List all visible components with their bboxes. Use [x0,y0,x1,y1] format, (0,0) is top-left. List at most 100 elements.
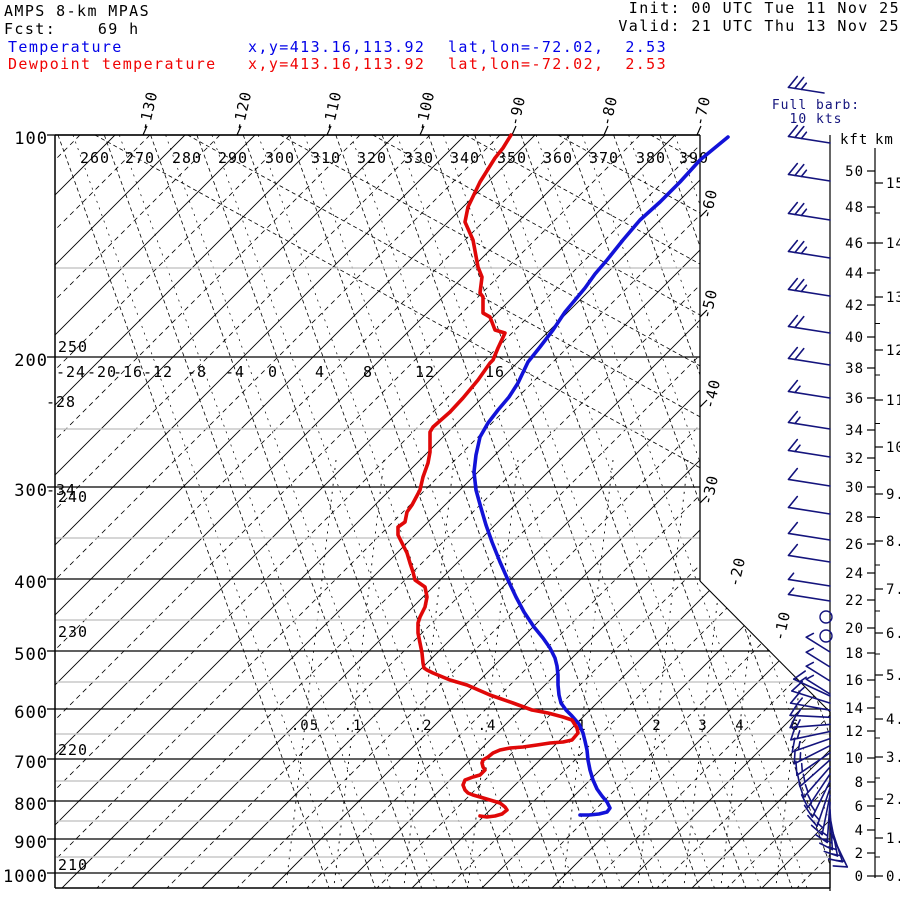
km-tick-label: 14. [886,236,900,252]
theta-top-label: 380 [636,149,666,167]
km-tick-label: 13. [886,290,900,306]
temperature-curve [472,135,730,817]
right-temperature-label: -10 [770,609,794,642]
left-temperature-label: -28 [46,393,76,411]
dewpoint-curve [396,133,580,819]
right-temperature-label: -20 [725,555,749,588]
kft-tick-label: 0 [855,869,864,885]
mixing-ratio-label: 3 [698,718,707,734]
kft-tick-label: 36 [845,391,864,407]
km-axis-unit: km [875,132,894,148]
sounding-curves [396,133,730,819]
barb-legend-line2: 10 kts [789,111,843,127]
top-temperature-label: -80 [597,94,621,127]
model-title: AMPS 8-km MPAS [4,2,151,20]
pressure-label: 1000 [3,867,48,887]
kft-tick-label: 26 [845,537,864,553]
calm-wind-circle [819,629,833,643]
legend-temperature-xy: x,y=413.16,113.92 [248,38,426,56]
isotherm-200mb-label: -12 [143,363,173,381]
mixing-ratio-label: 2 [652,718,661,734]
km-tick-label: 4. [886,712,900,728]
km-tick-label: 10. [886,440,900,456]
legend-temperature-label: Temperature [8,38,123,56]
pressure-label: 900 [14,833,48,853]
legend-dewpoint-label: Dewpoint temperature [8,55,217,73]
kft-tick-label: 20 [845,621,864,637]
pressure-label: 300 [14,481,48,501]
pressure-label: 100 [14,129,48,149]
mixing-ratio-label: 6 [790,718,799,734]
altitude-axes: 5048464442403836343230282624222018161412… [829,135,900,891]
kft-tick-label: 8 [855,775,864,791]
kft-tick-label: 28 [845,510,864,526]
kft-tick-label: 16 [845,673,864,689]
kft-tick-label: 42 [845,298,864,314]
kft-tick-label: 12 [845,724,864,740]
km-tick-label: 5. [886,668,900,684]
theta-top-label: 270 [125,149,155,167]
kft-tick-label: 18 [845,646,864,662]
mixing-ratio-label: .4 [478,718,497,734]
theta-left-label: 210 [58,856,88,874]
km-tick-label: 3. [886,750,900,766]
kft-tick-label: 6 [855,799,864,815]
right-temperature-label: -40 [700,377,724,410]
legend-dewpoint-latlon: lat,lon=-72.02, 2.53 [448,55,668,73]
theta-left-label: 230 [58,623,88,641]
legend-temperature-row: Temperature x,y=413.16,113.92 lat,lon=-7… [0,38,900,56]
kft-tick-label: 10 [845,751,864,767]
top-temperature-label: -110 [319,89,346,132]
km-tick-label: 7. [886,582,900,598]
forecast-hour: Fcst: 69 h [4,20,140,38]
top-temperature-label: -90 [505,94,529,127]
kft-tick-label: 38 [845,361,864,377]
kft-tick-label: 46 [845,236,864,252]
kft-tick-label: 50 [845,164,864,180]
theta-top-label: 300 [265,149,295,167]
isotherm-200mb-label: 16 [485,363,505,381]
calm-wind-circle [819,610,833,624]
km-tick-label: 12. [886,343,900,359]
theta-top-label: 320 [357,149,387,167]
kft-tick-label: 34 [845,423,864,439]
theta-left-label: 250 [58,338,88,356]
theta-top-label: 340 [450,149,480,167]
isotherm-200mb-label: -24 [56,363,86,381]
isotherm-200mb-label: 12 [415,363,435,381]
isotherm-200mb-label: 4 [315,363,325,381]
kft-tick-label: 24 [845,566,864,582]
km-tick-label: 2. [886,792,900,808]
init-time: Init: 00 UTC Tue 11 Nov 25 [628,0,900,17]
km-tick-label: 11. [886,393,900,409]
mixing-ratio-label: .2 [414,718,433,734]
kft-tick-label: 48 [845,200,864,216]
theta-top-label: 390 [679,149,709,167]
kft-tick-label: 44 [845,266,864,282]
pressure-label: 200 [14,351,48,371]
theta-top-label: 260 [80,149,110,167]
barb-legend-line1: Full barb: [771,98,861,113]
right-temperature-label: -30 [698,473,722,506]
kft-tick-label: 14 [845,701,864,717]
isotherm-200mb-label: 0 [268,363,278,381]
theta-left-label: 220 [58,741,88,759]
isotherm-200mb-label: -4 [225,363,245,381]
km-tick-label: 0. [886,869,900,885]
mixing-ratio-label: .05 [291,718,319,734]
top-temperature-label: -100 [412,89,439,132]
isotherm-lines [55,135,830,888]
left-temperature-label: -34 [46,481,76,499]
isotherm-200mb-label: -16 [113,363,143,381]
top-temperature-label: -130 [135,89,162,132]
pressure-label: 600 [14,703,48,723]
isotherm-200mb-label: -20 [87,363,117,381]
moist-adiabat-lines [55,135,830,888]
km-tick-label: 15. [886,176,900,192]
kft-tick-label: 2 [855,846,864,862]
kft-tick-label: 22 [845,593,864,609]
km-tick-label: 8. [886,534,900,550]
pressure-label: 500 [14,645,48,665]
